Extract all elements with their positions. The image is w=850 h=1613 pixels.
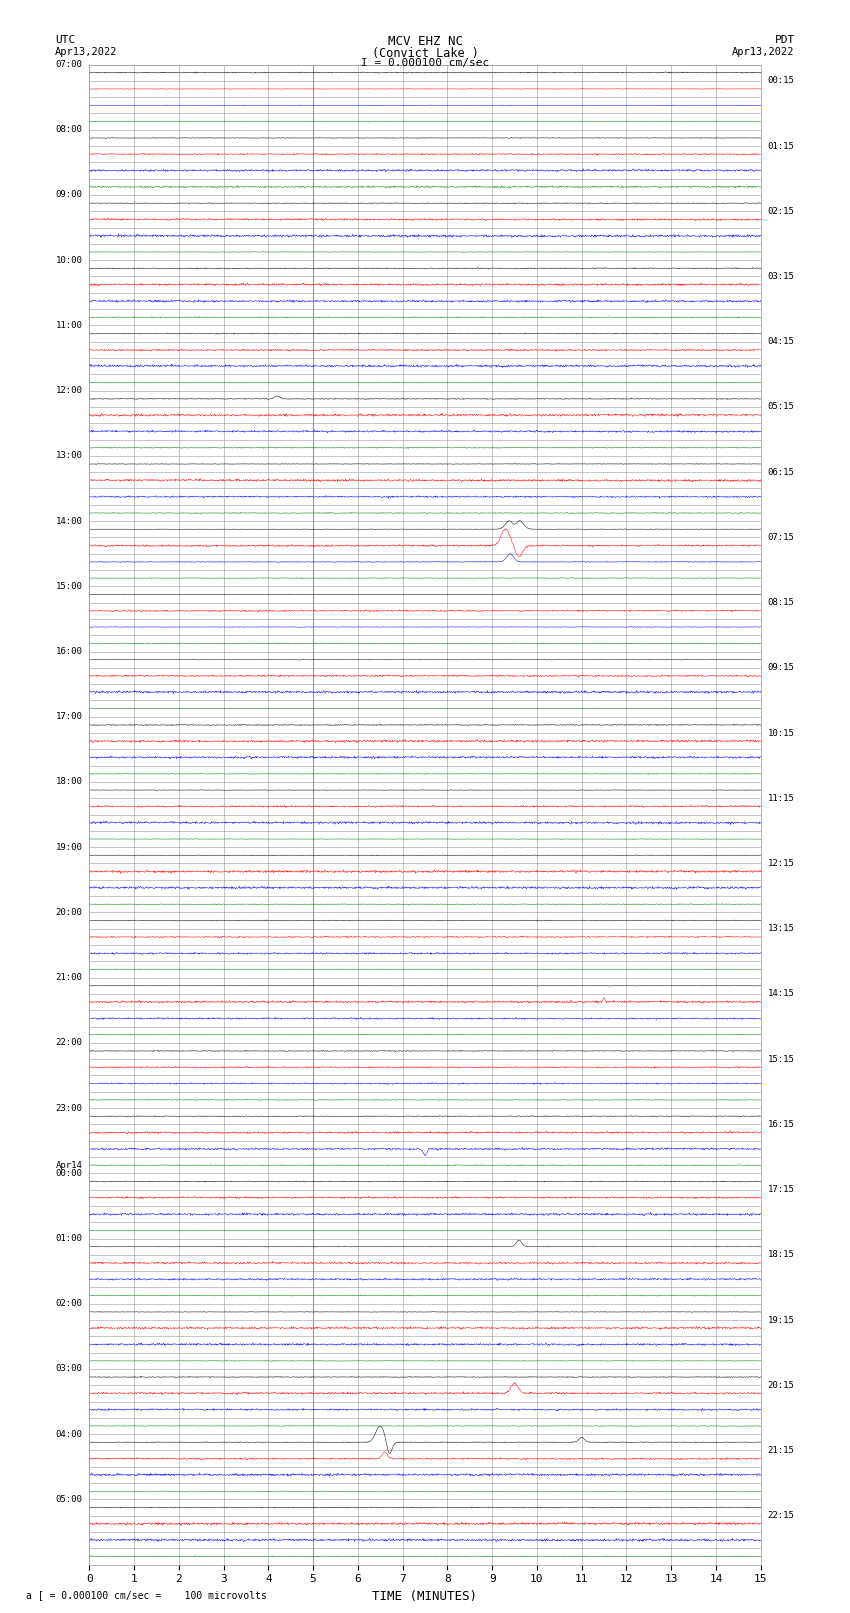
Text: Apr14: Apr14 — [55, 1161, 82, 1169]
Text: UTC: UTC — [55, 35, 76, 45]
Text: 02:00: 02:00 — [55, 1298, 82, 1308]
Text: 00:15: 00:15 — [768, 76, 795, 85]
Text: 05:00: 05:00 — [55, 1495, 82, 1503]
Text: 17:00: 17:00 — [55, 713, 82, 721]
Text: Apr13,2022: Apr13,2022 — [732, 47, 795, 56]
Text: 13:15: 13:15 — [768, 924, 795, 934]
Text: 04:00: 04:00 — [55, 1429, 82, 1439]
Text: Apr13,2022: Apr13,2022 — [55, 47, 118, 56]
Text: 05:15: 05:15 — [768, 402, 795, 411]
Text: MCV EHZ NC: MCV EHZ NC — [388, 35, 462, 48]
Text: 08:15: 08:15 — [768, 598, 795, 606]
Text: 16:00: 16:00 — [55, 647, 82, 656]
Text: 15:15: 15:15 — [768, 1055, 795, 1063]
Text: 03:15: 03:15 — [768, 273, 795, 281]
Text: 08:00: 08:00 — [55, 126, 82, 134]
Text: 07:00: 07:00 — [55, 60, 82, 69]
Text: (Convict Lake ): (Convict Lake ) — [371, 47, 479, 60]
Text: 22:00: 22:00 — [55, 1039, 82, 1047]
Text: 17:15: 17:15 — [768, 1186, 795, 1194]
Text: 19:15: 19:15 — [768, 1316, 795, 1324]
Text: 02:15: 02:15 — [768, 206, 795, 216]
Text: 07:15: 07:15 — [768, 532, 795, 542]
Text: 21:15: 21:15 — [768, 1445, 795, 1455]
Text: a [ = 0.000100 cm/sec =    100 microvolts: a [ = 0.000100 cm/sec = 100 microvolts — [26, 1590, 266, 1600]
Text: 09:00: 09:00 — [55, 190, 82, 200]
Text: 18:00: 18:00 — [55, 777, 82, 787]
Text: 20:00: 20:00 — [55, 908, 82, 916]
Text: 23:00: 23:00 — [55, 1103, 82, 1113]
Text: 12:00: 12:00 — [55, 386, 82, 395]
Text: 21:00: 21:00 — [55, 973, 82, 982]
Text: 18:15: 18:15 — [768, 1250, 795, 1260]
Text: 14:15: 14:15 — [768, 989, 795, 998]
Text: 09:15: 09:15 — [768, 663, 795, 673]
Text: 03:00: 03:00 — [55, 1365, 82, 1373]
Text: 13:00: 13:00 — [55, 452, 82, 460]
Text: 22:15: 22:15 — [768, 1511, 795, 1519]
Text: 10:00: 10:00 — [55, 256, 82, 265]
Text: 14:00: 14:00 — [55, 516, 82, 526]
Text: 19:00: 19:00 — [55, 842, 82, 852]
X-axis label: TIME (MINUTES): TIME (MINUTES) — [372, 1590, 478, 1603]
Text: 12:15: 12:15 — [768, 860, 795, 868]
Text: I = 0.000100 cm/sec: I = 0.000100 cm/sec — [361, 58, 489, 68]
Text: PDT: PDT — [774, 35, 795, 45]
Text: 11:15: 11:15 — [768, 794, 795, 803]
Text: 16:15: 16:15 — [768, 1119, 795, 1129]
Text: 01:00: 01:00 — [55, 1234, 82, 1244]
Text: 20:15: 20:15 — [768, 1381, 795, 1390]
Text: 04:15: 04:15 — [768, 337, 795, 347]
Text: 00:00: 00:00 — [55, 1169, 82, 1177]
Text: 10:15: 10:15 — [768, 729, 795, 737]
Text: 01:15: 01:15 — [768, 142, 795, 150]
Text: 06:15: 06:15 — [768, 468, 795, 477]
Text: 15:00: 15:00 — [55, 582, 82, 590]
Text: 11:00: 11:00 — [55, 321, 82, 331]
